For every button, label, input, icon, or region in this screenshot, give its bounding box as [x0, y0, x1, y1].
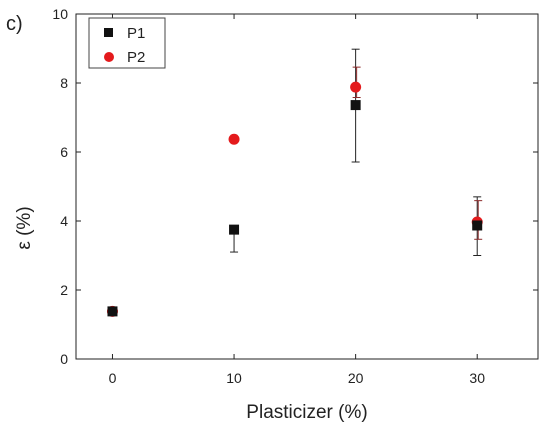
y-tick-label: 4 — [60, 213, 68, 229]
data-point-p1 — [229, 224, 240, 235]
y-tick-label: 8 — [60, 75, 68, 91]
legend-label-p2: P2 — [127, 49, 145, 66]
legend-box — [88, 17, 166, 69]
legend-marker-p1 — [104, 28, 113, 37]
x-axis-label: Plasticizer (%) — [246, 402, 367, 423]
data-point-p2 — [350, 81, 362, 93]
x-tick-label: 30 — [469, 370, 485, 386]
y-tick-label: 10 — [52, 6, 68, 22]
legend: P1 P2 — [88, 17, 166, 69]
x-tick-label: 0 — [109, 370, 117, 386]
y-tick-label: 6 — [60, 144, 68, 160]
x-axis: 0 10 20 30 — [109, 14, 485, 386]
x-tick-label: 20 — [348, 370, 364, 386]
data-point-p1 — [350, 100, 361, 111]
data-point-p1 — [472, 220, 483, 231]
error-bars — [230, 48, 483, 256]
y-tick-label: 2 — [60, 282, 68, 298]
data-point-p2 — [228, 133, 240, 145]
panel-label: c) — [6, 13, 23, 35]
plot-frame — [75, 13, 539, 360]
y-axis-label: ε (%) — [14, 206, 35, 249]
legend-label-p1: P1 — [127, 25, 145, 42]
data-points — [106, 81, 483, 317]
y-tick-label: 0 — [60, 351, 68, 367]
x-tick-label: 10 — [226, 370, 242, 386]
y-axis: 0 2 4 6 8 10 — [52, 6, 538, 367]
data-point-p1 — [107, 306, 118, 317]
legend-marker-p2 — [104, 52, 114, 62]
